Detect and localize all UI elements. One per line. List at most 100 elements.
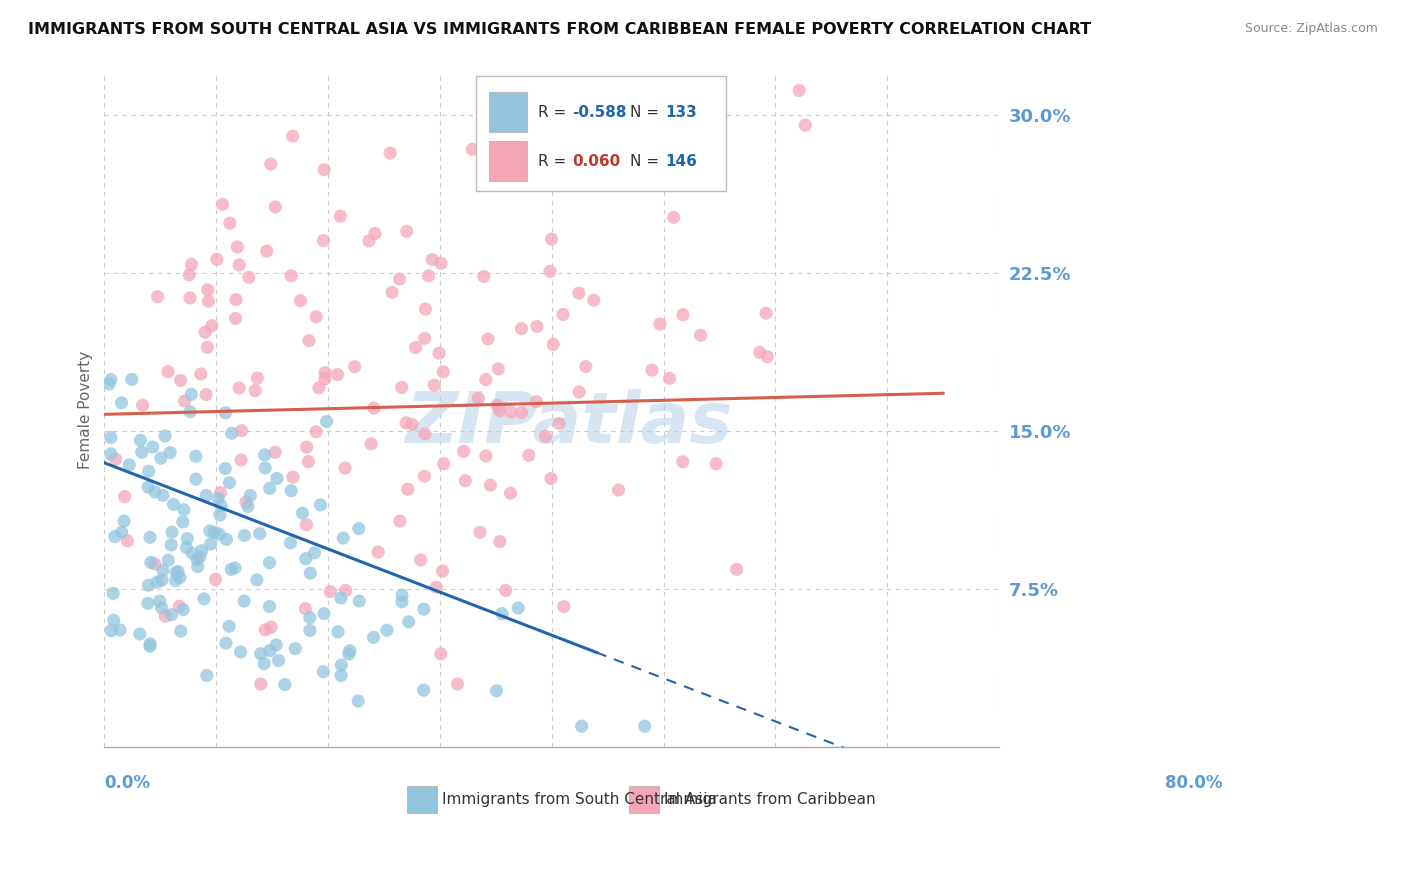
Point bbox=[326, 624, 349, 639]
Point bbox=[363, 401, 385, 416]
Point bbox=[510, 321, 533, 335]
Point bbox=[110, 396, 132, 410]
Point bbox=[231, 424, 253, 438]
Point bbox=[641, 363, 664, 377]
Point bbox=[314, 162, 336, 177]
Point bbox=[475, 449, 498, 463]
FancyBboxPatch shape bbox=[406, 787, 437, 814]
Point bbox=[432, 365, 454, 379]
Point bbox=[195, 387, 218, 401]
Point bbox=[541, 337, 564, 351]
Point bbox=[264, 200, 287, 214]
Point bbox=[198, 524, 221, 538]
Point bbox=[787, 83, 810, 97]
Point bbox=[291, 506, 314, 520]
Point bbox=[184, 450, 207, 464]
Point bbox=[395, 224, 418, 238]
Point bbox=[193, 591, 215, 606]
Point bbox=[214, 461, 236, 475]
Point bbox=[308, 381, 330, 395]
Point bbox=[281, 129, 304, 144]
Point bbox=[195, 668, 218, 682]
Text: N =: N = bbox=[630, 153, 665, 169]
Point bbox=[607, 483, 630, 497]
Point bbox=[211, 197, 233, 211]
Point bbox=[413, 426, 436, 441]
Text: Immigrants from Caribbean: Immigrants from Caribbean bbox=[664, 792, 875, 807]
Point bbox=[298, 624, 321, 638]
Point bbox=[142, 440, 165, 454]
Point bbox=[100, 372, 122, 386]
Point bbox=[264, 638, 287, 652]
Point bbox=[221, 426, 243, 441]
Point bbox=[363, 631, 385, 645]
Point bbox=[274, 677, 297, 691]
Point bbox=[218, 475, 240, 490]
Point bbox=[100, 447, 122, 461]
Point bbox=[401, 417, 423, 432]
Point bbox=[396, 482, 419, 496]
Point bbox=[259, 599, 281, 614]
Point bbox=[160, 538, 183, 552]
Point bbox=[131, 398, 153, 412]
Point bbox=[540, 471, 562, 485]
Point bbox=[329, 591, 352, 605]
Point bbox=[172, 602, 194, 616]
Point bbox=[259, 556, 281, 570]
Point bbox=[378, 146, 401, 161]
Point bbox=[150, 573, 173, 587]
Point bbox=[266, 471, 288, 485]
Point bbox=[508, 601, 530, 615]
Point bbox=[405, 341, 427, 355]
Point bbox=[139, 556, 162, 570]
Point bbox=[167, 565, 190, 579]
Point bbox=[467, 392, 489, 406]
Point bbox=[225, 311, 247, 326]
Point bbox=[299, 566, 322, 580]
Point bbox=[430, 647, 453, 661]
Point bbox=[180, 387, 202, 401]
Point bbox=[312, 665, 335, 679]
Point bbox=[489, 403, 512, 417]
Point bbox=[246, 371, 269, 385]
Point bbox=[298, 334, 321, 348]
Point bbox=[472, 269, 495, 284]
Point bbox=[391, 588, 413, 602]
Point bbox=[499, 486, 522, 500]
Point bbox=[233, 528, 256, 542]
Point bbox=[236, 500, 259, 514]
Point bbox=[176, 541, 198, 555]
Point bbox=[108, 623, 131, 637]
Point bbox=[280, 536, 302, 550]
Point bbox=[173, 502, 195, 516]
Point bbox=[145, 575, 167, 590]
Point bbox=[259, 643, 281, 657]
Point bbox=[233, 594, 256, 608]
Point bbox=[548, 417, 571, 431]
Point bbox=[243, 384, 266, 398]
Point bbox=[215, 636, 238, 650]
Point bbox=[156, 365, 179, 379]
Point bbox=[187, 559, 209, 574]
Point bbox=[553, 599, 575, 614]
Point bbox=[256, 244, 278, 259]
Point bbox=[184, 472, 207, 486]
Point bbox=[427, 346, 450, 360]
Point bbox=[475, 372, 498, 386]
Point bbox=[138, 578, 160, 592]
Point bbox=[330, 668, 353, 682]
Point bbox=[169, 373, 191, 387]
Point bbox=[526, 394, 548, 409]
Point bbox=[229, 645, 252, 659]
Point bbox=[415, 301, 437, 316]
Point bbox=[204, 573, 226, 587]
Point bbox=[159, 445, 181, 459]
Point bbox=[153, 429, 176, 443]
Point bbox=[433, 457, 456, 471]
Point bbox=[254, 623, 277, 637]
Point bbox=[468, 525, 491, 540]
Point bbox=[225, 293, 247, 307]
Point bbox=[238, 270, 260, 285]
Point bbox=[314, 372, 336, 386]
Point bbox=[157, 553, 180, 567]
